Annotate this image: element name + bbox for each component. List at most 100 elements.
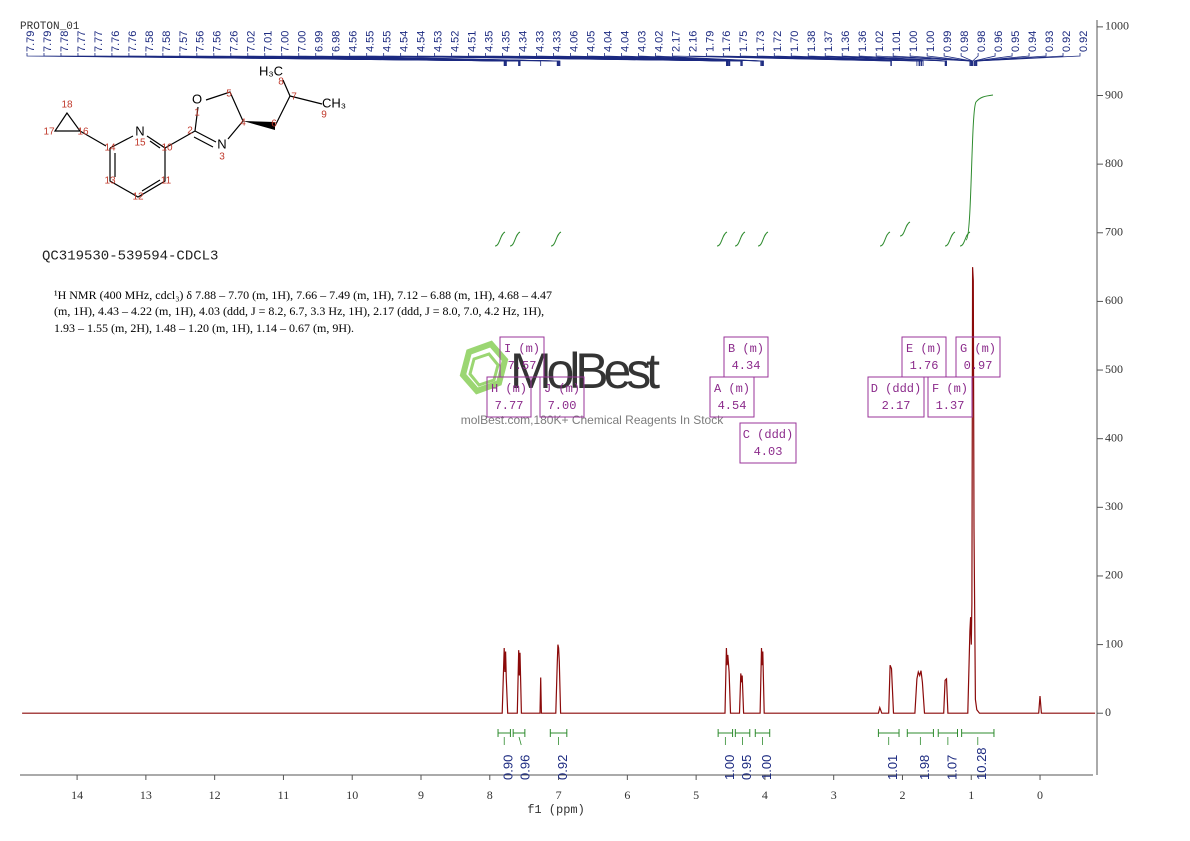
multiplet-shift: 7.57	[508, 359, 537, 373]
y-tick-label: 100	[1105, 636, 1123, 650]
peak-label: 7.26	[229, 31, 241, 52]
peak-connector	[790, 53, 924, 66]
peak-connector	[973, 53, 996, 66]
peak-connector	[553, 53, 743, 66]
multiplet-label: D (ddd)	[871, 382, 921, 396]
peak-connector	[976, 53, 1081, 66]
atom-number: 12	[132, 192, 144, 203]
integral-value: 1.00	[722, 755, 737, 780]
peak-label: 4.06	[568, 31, 580, 52]
peak-label: 0.99	[942, 31, 954, 52]
peak-label: 4.35	[500, 31, 512, 52]
multiplet-label: I (m)	[504, 342, 540, 356]
integral-value: 1.00	[759, 755, 774, 780]
watermark-tagline: molBest.com,180K+ Chemical Reagents In S…	[461, 413, 724, 427]
x-tick-label: 14	[71, 788, 83, 802]
peak-connector	[638, 53, 764, 66]
peak-label: 0.92	[1078, 31, 1090, 52]
x-tick-label: 10	[346, 788, 358, 802]
peak-label: 0.98	[959, 31, 971, 52]
integral-curve	[494, 231, 506, 247]
peak-connector	[974, 53, 1013, 66]
y-tick-label: 700	[1105, 225, 1123, 239]
peak-label: 1.37	[823, 31, 835, 52]
integral-value: 0.95	[739, 755, 754, 780]
atom-label: CH₃	[322, 95, 346, 110]
peak-label: 7.76	[110, 31, 122, 52]
x-tick-label: 11	[278, 788, 290, 802]
x-tick-label: 9	[418, 788, 424, 802]
peak-label: 1.72	[772, 31, 784, 52]
peak-label: 0.93	[1044, 31, 1056, 52]
nmr-description: ¹H NMR (400 MHz, cdcl₃) δ 7.88 – 7.70 (m…	[54, 288, 552, 302]
peak-label: 7.76	[127, 31, 139, 52]
atom-number: 9	[321, 110, 327, 121]
integral-curve	[734, 231, 746, 247]
peak-label: 1.75	[738, 31, 750, 52]
atom-label: H₃C	[259, 63, 283, 78]
peak-label: 4.04	[602, 31, 614, 52]
y-tick-label: 200	[1105, 568, 1123, 582]
atom-number: 18	[61, 100, 73, 111]
structure-bonds	[53, 79, 323, 198]
atom-number: 10	[161, 143, 173, 154]
peak-label: 1.79	[704, 31, 716, 52]
multiplet-shift: 4.34	[732, 359, 761, 373]
multiplet-label: E (m)	[906, 342, 942, 356]
y-tick-label: 1000	[1105, 19, 1129, 33]
integral-curve	[944, 231, 956, 247]
peak-connector	[824, 53, 947, 66]
nmr-description: 1.93 – 1.55 (m, 2H), 1.48 – 1.20 (m, 1H)…	[54, 321, 354, 335]
x-tick-label: 5	[693, 788, 699, 802]
watermark-brand: MolBest	[510, 343, 660, 399]
peak-label: 7.79	[42, 31, 54, 52]
peak-connector	[858, 53, 947, 66]
multiplet-shift: 4.03	[754, 445, 783, 459]
atom-number: 11	[161, 176, 172, 187]
multiplet-shift: 2.17	[882, 399, 911, 413]
peak-label: 0.98	[976, 31, 988, 52]
peak-label: 4.55	[382, 31, 394, 52]
multiplet-label: C (ddd)	[743, 428, 793, 442]
x-axis-label: f1 (ppm)	[527, 803, 585, 817]
nmr-description: (m, 1H), 4.43 – 4.22 (m, 1H), 4.03 (ddd,…	[54, 304, 544, 318]
chart-title: PROTON_01	[20, 21, 80, 33]
peak-label: 4.54	[416, 31, 428, 52]
integral-leader	[518, 736, 522, 746]
peak-label: 7.58	[144, 31, 156, 52]
integral-bracket	[549, 729, 568, 737]
integral-bracket	[937, 729, 958, 737]
x-tick-label: 2	[899, 788, 905, 802]
x-tick-label: 3	[831, 788, 837, 802]
multiplet-shift: 1.76	[910, 359, 939, 373]
integral-value: 0.92	[555, 755, 570, 780]
peak-connector	[972, 53, 979, 66]
integral-value: 0.96	[518, 755, 533, 780]
peak-connector	[332, 53, 561, 66]
peak-label: 1.00	[908, 31, 920, 52]
integral-curve	[716, 231, 728, 247]
peak-label: 4.53	[433, 31, 445, 52]
peak-label: 7.78	[59, 31, 71, 52]
peak-label: 1.02	[874, 31, 886, 52]
peak-label: 7.00	[280, 31, 292, 52]
peak-label: 7.56	[212, 31, 224, 52]
peak-label: 0.94	[1027, 31, 1039, 52]
integral-value: 1.01	[885, 755, 900, 780]
multiplet-box	[901, 336, 947, 378]
integral-curve	[899, 221, 911, 237]
y-tick-label: 900	[1105, 87, 1123, 101]
multiplet-box	[486, 376, 532, 418]
peak-label: 4.52	[450, 31, 462, 52]
atom-number: 4	[240, 118, 246, 129]
y-tick-label: 0	[1105, 705, 1111, 719]
peak-label: 7.00	[297, 31, 309, 52]
integral-curve	[550, 231, 562, 247]
peak-label: 7.79	[25, 31, 37, 52]
integral-value: 10.28	[974, 747, 989, 780]
integral-bracket	[497, 729, 511, 737]
peak-connector	[926, 53, 972, 66]
peak-label: 4.34	[517, 31, 529, 52]
atom-number: 16	[77, 127, 89, 138]
spectrum-line	[22, 267, 1096, 714]
